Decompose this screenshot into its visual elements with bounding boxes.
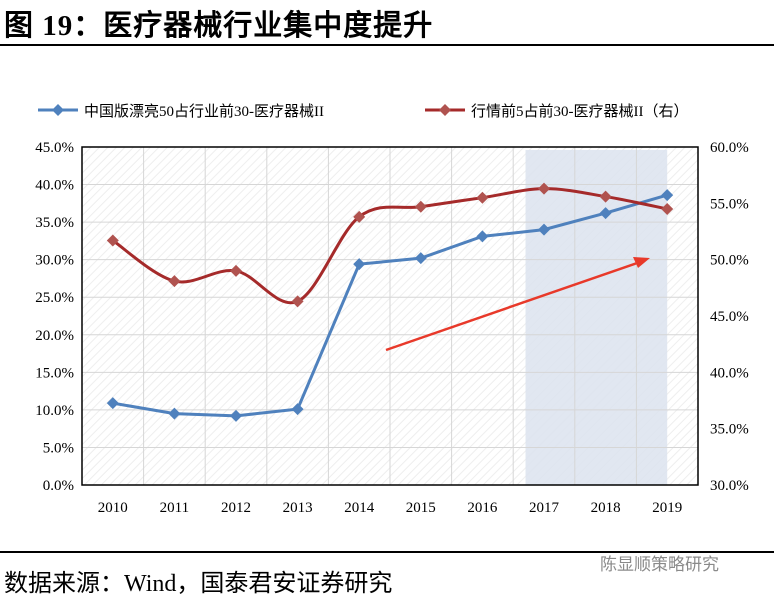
figure-title: 图 19：医疗器械行业集中度提升 [4, 10, 434, 42]
x-tick-label: 2011 [160, 500, 189, 516]
x-tick-label: 2018 [591, 500, 621, 516]
y-right-tick-label: 35.0% [710, 422, 749, 438]
data-point-1 [168, 407, 181, 420]
watermark: 陈显顺策略研究 [600, 555, 719, 575]
y-left-tick-label: 5.0% [43, 440, 74, 456]
y-right-tick-label: 60.0% [710, 140, 749, 156]
x-tick-label: 2012 [221, 500, 251, 516]
x-tick-label: 2019 [652, 500, 682, 516]
data-point-1 [476, 230, 489, 243]
data-point-1 [106, 397, 119, 410]
data-point-1 [661, 189, 674, 202]
y-right-tick-label: 55.0% [710, 196, 749, 212]
data-point-2 [414, 200, 427, 213]
y-left-tick-label: 45.0% [35, 140, 74, 156]
trend-arrowhead [633, 257, 650, 268]
series-line-1 [112, 193, 668, 418]
y-left-tick-label: 40.0% [35, 178, 74, 194]
y-right-tick-label: 30.0% [710, 478, 749, 494]
legend-label: 行情前5占前30-医疗器械II（右） [471, 103, 689, 120]
y-left-tick-label: 15.0% [35, 365, 74, 381]
data-point-1 [230, 409, 242, 422]
source-divider [0, 551, 774, 553]
y-left-tick-label: 0.0% [43, 478, 74, 494]
data-point-2 [168, 275, 181, 288]
data-point-1 [538, 223, 550, 236]
line-chart: 0.0% 5.0% 10.0% 15.0% 20.0% 25.0% 30.0% 35.0% 40… [35, 103, 749, 516]
data-point-2 [599, 190, 612, 203]
x-tick-label: 2010 [98, 500, 128, 516]
legend-label: 中国版漂亮50占行业前30-医疗器械II [84, 103, 324, 120]
x-tick-label: 2017 [529, 500, 560, 516]
y-left-tick-label: 20.0% [35, 328, 74, 344]
data-point-1 [599, 207, 612, 220]
data-point-1 [353, 258, 366, 271]
legend-marker [52, 104, 64, 116]
data-point-2 [353, 210, 366, 223]
x-tick-label: 2013 [283, 500, 313, 516]
y-right-tick-label: 45.0% [710, 309, 749, 325]
data-point-2 [291, 295, 304, 308]
data-point-1 [414, 252, 427, 265]
series-line-2 [111, 187, 668, 305]
y-left-tick-label: 30.0% [35, 253, 74, 269]
highlight-band [525, 150, 668, 485]
data-point-2 [661, 202, 674, 215]
y-right-tick-label: 50.0% [710, 253, 749, 269]
title-divider [0, 44, 774, 46]
x-tick-label: 2014 [344, 500, 375, 516]
y-right-tick-label: 40.0% [710, 365, 749, 381]
legend-marker [439, 104, 451, 116]
source-note: 数据来源：Wind，国泰君安证券研究 [4, 571, 393, 596]
y-left-tick-label: 35.0% [35, 215, 74, 231]
y-left-tick-label: 10.0% [35, 403, 74, 419]
data-point-2 [476, 191, 489, 204]
data-point-2 [106, 234, 119, 247]
x-tick-label: 2016 [467, 500, 498, 516]
data-point-2 [230, 264, 242, 277]
data-point-1 [291, 403, 304, 416]
x-tick-label: 2015 [406, 500, 436, 516]
y-left-tick-label: 25.0% [35, 290, 74, 306]
plot-border [81, 146, 699, 486]
data-point-2 [538, 182, 550, 195]
trend-arrow [385, 260, 641, 352]
